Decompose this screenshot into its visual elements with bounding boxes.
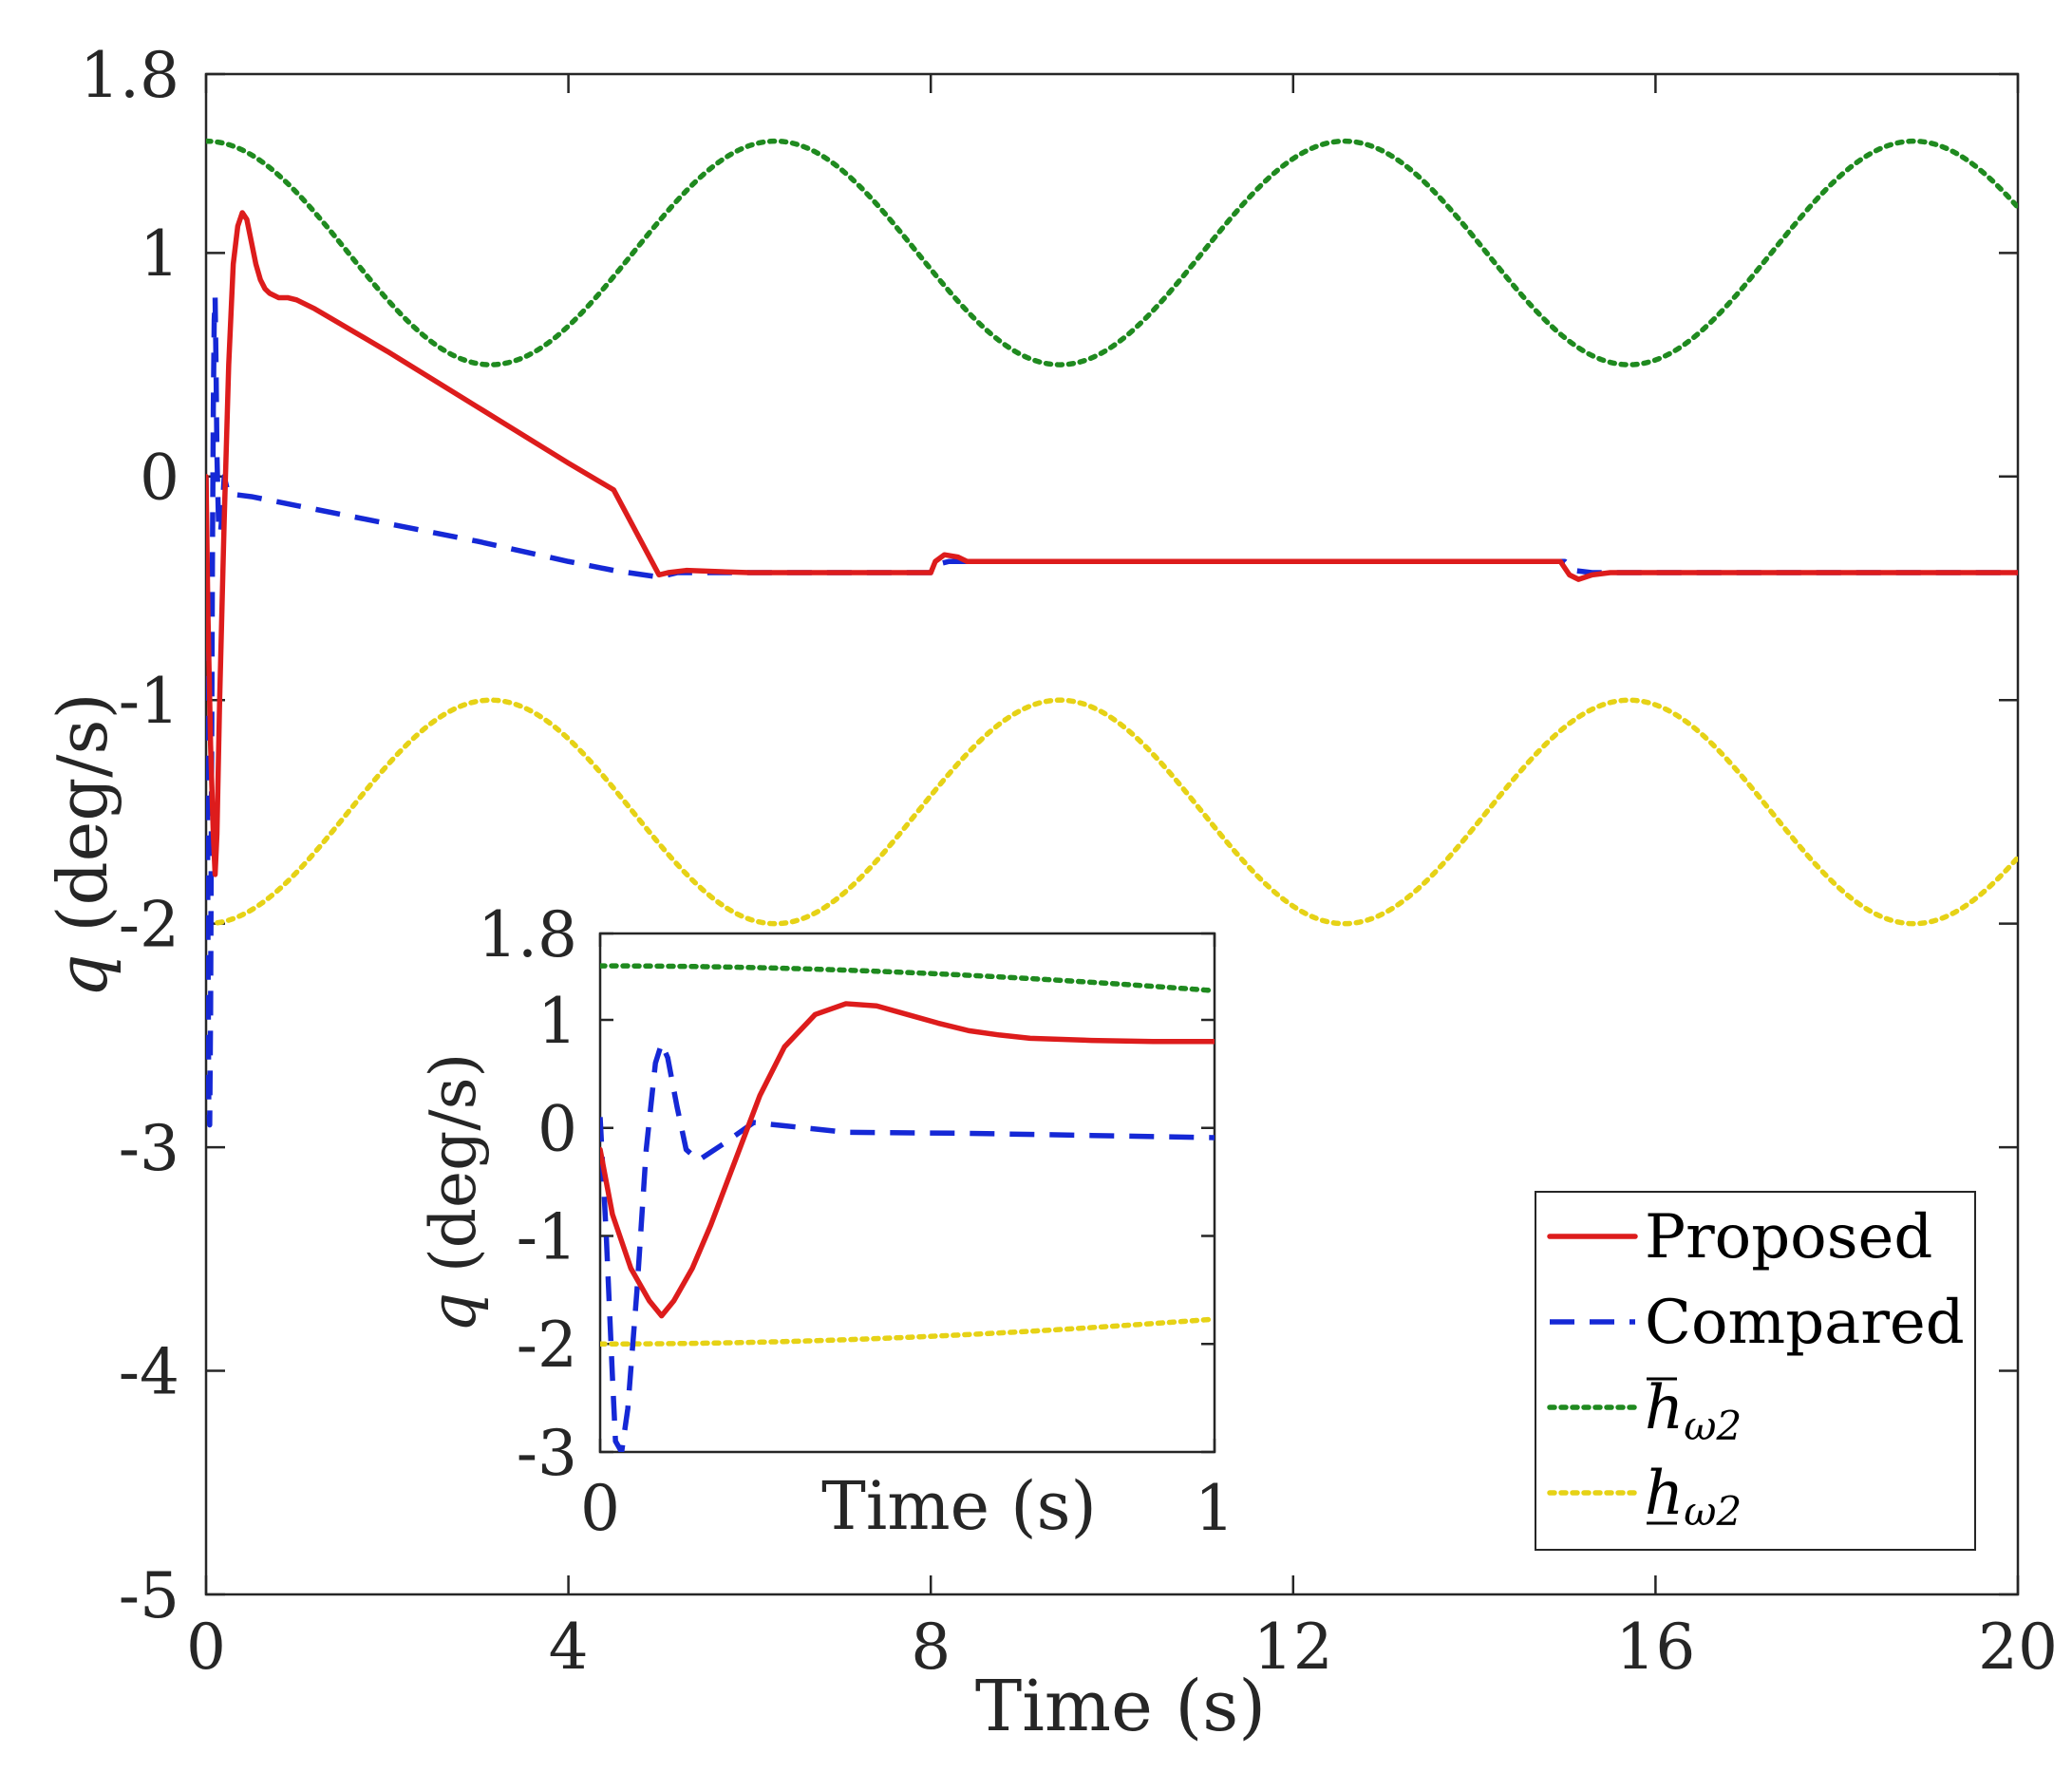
inset-y-axis-unit: (deg/s) (417, 1053, 490, 1272)
inset-y-axis-symbol: q (417, 1292, 490, 1332)
inset-background (600, 933, 1215, 1452)
inset-y-tick-label: 0 (537, 1093, 577, 1166)
inset-y-tick-label: -1 (517, 1200, 577, 1273)
inset-y-axis-label: q (deg/s) (417, 1053, 490, 1332)
inset-plot-frame (598, 932, 1216, 1454)
inset-x-tick-label: 0 (580, 1472, 620, 1545)
main-y-axis-label-group: q (deg/s) (43, 692, 122, 997)
main-x-tick-label: 4 (549, 1611, 589, 1684)
inset-x-axis-label: Time (s) (821, 1467, 1097, 1545)
main-axes: 0 4 8 12 16 20 1.8 1 0 -1 -2 -3 -4 -5 Time (s) q (deg… (43, 39, 2058, 1747)
main-y-tick-label: -3 (119, 1112, 179, 1185)
inset-series-upper-bound-line (600, 963, 1215, 994)
inset-series-clip (600, 963, 1215, 1452)
inset-x-tick-label: 1 (1195, 1472, 1234, 1545)
main-tick-labels: 0 4 8 12 16 20 1.8 1 0 -1 -2 -3 -4 -5 (80, 39, 2058, 1684)
legend-label-1: Compared (1645, 1288, 1965, 1358)
inset-y-tick-label: 1 (537, 985, 577, 1058)
main-y-axis-unit: (deg/s) (43, 692, 122, 932)
main-x-axis-label: Time (s) (975, 1666, 1266, 1747)
legend-label-base-3: h (1645, 1459, 1684, 1529)
inset-y-tick-label: 1.8 (478, 898, 577, 971)
inset-series-compared-line (600, 1041, 1215, 1452)
main-y-tick-label: -2 (119, 888, 179, 961)
main-series (206, 138, 2018, 1128)
main-y-tick-label: -4 (119, 1335, 179, 1408)
legend-label-sub-2: ω2 (1684, 1403, 1742, 1449)
main-y-tick-label: 0 (140, 442, 179, 515)
inset-y-tick-label: -2 (517, 1309, 577, 1382)
legend-label-base-2: h (1645, 1373, 1684, 1443)
main-y-tick-label: -5 (119, 1559, 179, 1632)
inset-series-proposed-line (600, 1001, 1215, 1319)
inset-y-tick-label: -3 (517, 1417, 577, 1490)
main-series-clip (206, 138, 2018, 1128)
main-y-axis-label: q (deg/s) (43, 692, 122, 997)
main-y-tick-label: 1.8 (80, 39, 179, 112)
main-x-tick-label: 0 (186, 1611, 226, 1684)
main-series-lower-bound-line (206, 697, 2018, 927)
main-series-upper-bound-line (206, 138, 2018, 368)
inset-axes: 0 1 1.8 1 0 -1 -2 -3 Time (s) q (deg/s) (417, 898, 1234, 1545)
main-y-tick-label: -1 (119, 665, 179, 738)
inset-series (600, 963, 1215, 1452)
main-plot-frame (204, 72, 2020, 1596)
main-x-tick-label: 20 (1978, 1611, 2058, 1684)
legend-label-sub-3: ω2 (1684, 1488, 1742, 1535)
legend-label-3: hω2 (1645, 1459, 1742, 1535)
main-x-tick-label: 8 (911, 1611, 951, 1684)
main-x-tick-label: 16 (1615, 1611, 1695, 1684)
inset-y-axis-label-group: q (deg/s) (417, 1053, 490, 1332)
legend-box (1535, 1191, 1976, 1551)
main-x-tick-label: 12 (1253, 1611, 1333, 1684)
main-series-proposed-line (206, 210, 2018, 877)
main-y-tick-label: 1 (140, 217, 179, 291)
main-y-axis-symbol: q (43, 953, 122, 997)
inset-tick-labels: 0 1 1.8 1 0 -1 -2 -3 (478, 898, 1234, 1545)
legend-label-2: hω2 (1645, 1373, 1742, 1449)
inset-series-lower-bound-line (600, 1316, 1215, 1347)
legend-label-0: Proposed (1645, 1202, 1932, 1272)
